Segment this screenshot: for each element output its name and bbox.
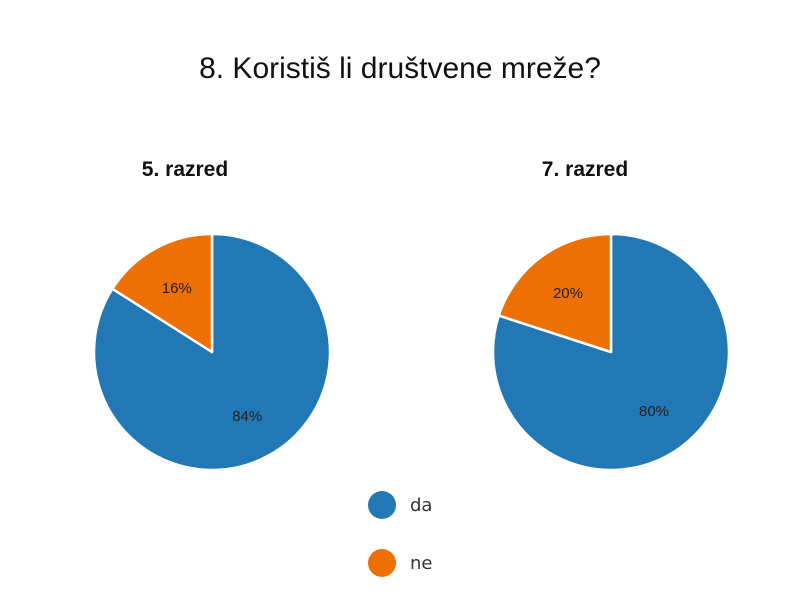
legend-label-ne: ne: [410, 552, 433, 574]
chart-title-5-razred: 5. razred: [141, 158, 229, 181]
legend-marker-da: [368, 491, 396, 519]
legend-item-da: da: [368, 476, 488, 534]
slice-label-ne: 16%: [162, 280, 192, 297]
slice-label-da: 84%: [232, 408, 262, 425]
slice-label-ne: 20%: [553, 285, 583, 302]
chart-title-7-razred: 7. razred: [541, 158, 629, 181]
legend-item-ne: ne: [368, 534, 488, 592]
pie-slice-ne: [111, 232, 214, 354]
slice-label-da: 80%: [639, 403, 669, 420]
legend: da ne: [368, 476, 488, 592]
legend-marker-ne: [368, 549, 396, 577]
pie-chart-5-razred: 84% 16%: [92, 232, 332, 472]
legend-label-da: da: [410, 494, 433, 516]
pie-slice-da: [491, 232, 731, 472]
page-title: 8. Koristiš li društvene mreže?: [199, 52, 601, 85]
pie-slice-ne: [497, 232, 613, 354]
pie-chart-7-razred: 80% 20%: [491, 232, 731, 472]
